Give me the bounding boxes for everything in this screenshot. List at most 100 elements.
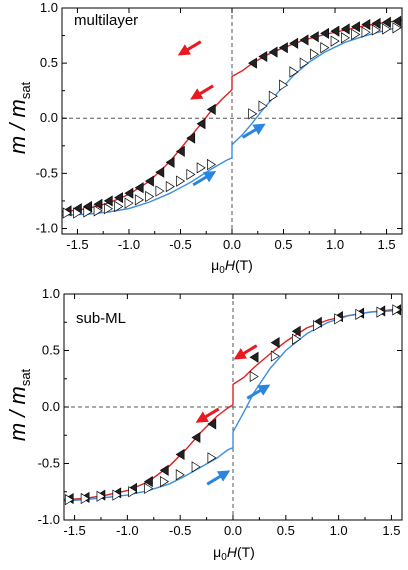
x-tick-label: 1.0 xyxy=(330,523,348,538)
ascending-data-point xyxy=(104,203,114,215)
descending-data-point xyxy=(159,464,169,476)
descending-data-point xyxy=(258,50,268,63)
x-tick-label: -0.5 xyxy=(169,237,191,252)
panel-multilayer: -1.5 -1.0 -0.5 0.0 0.5 1.0 1.5 -1.0 -0.5 0.0 0.5 1.… xyxy=(5,0,403,276)
descending-data-point xyxy=(114,192,123,204)
ascending-data-point xyxy=(299,57,309,69)
descending-data-point xyxy=(83,200,93,212)
x-tick-label: 1.5 xyxy=(378,237,396,252)
x-axis-label: μ0H(T) xyxy=(211,257,253,276)
ascending-data-point xyxy=(207,158,217,171)
panel-label: multilayer xyxy=(74,12,138,29)
x-axis-label-sub: 0 xyxy=(219,265,225,276)
descending-data-point xyxy=(206,103,216,115)
descending-data-point xyxy=(351,21,360,33)
x-axis-label-prefix: μ xyxy=(211,257,219,273)
direction-arrows xyxy=(177,40,266,187)
descending-data-point xyxy=(124,187,134,199)
x-tick-label: 0.5 xyxy=(274,237,292,252)
descending-data-point xyxy=(248,57,257,69)
ascending-data-point xyxy=(382,23,392,35)
ascending-data-point xyxy=(175,469,185,481)
ascending-data-point xyxy=(112,489,122,501)
y-axis-label-main: m / m xyxy=(5,386,30,441)
y-tick-label: 0.0 xyxy=(42,399,60,414)
descending-data-point xyxy=(207,418,217,430)
direction-arrow xyxy=(177,40,202,56)
ascending-data-point xyxy=(371,24,381,36)
ascending-data-point xyxy=(292,333,302,345)
dashed-guides xyxy=(64,294,402,520)
ascending-data-point xyxy=(134,194,144,206)
x-tick-label: -1.0 xyxy=(116,523,138,538)
ascending-data-point xyxy=(128,486,138,498)
descending-data-point xyxy=(175,448,185,461)
descending-data-point xyxy=(175,145,185,157)
ascending-data-point xyxy=(289,66,299,78)
descending-data-point xyxy=(145,175,154,187)
ascending-data-point xyxy=(191,461,201,473)
ascending-data-point xyxy=(340,32,350,44)
ascending-data-point xyxy=(320,42,330,54)
descending-data-point xyxy=(134,182,144,194)
x-axis-label-unit: (T) xyxy=(237,544,255,560)
x-axis-label-sub: 0 xyxy=(221,552,227,563)
ascending-data-point xyxy=(83,206,93,218)
y-tick-label: 1.0 xyxy=(40,0,58,15)
ascending-data-point xyxy=(73,207,83,219)
y-tick-label: -1.0 xyxy=(38,512,60,527)
direction-arrow xyxy=(246,384,271,400)
x-axis-label-var: H xyxy=(225,257,236,273)
descending-data-point xyxy=(299,34,309,46)
ascending-data-point xyxy=(355,308,365,320)
ascending-data-point xyxy=(186,168,196,181)
direction-arrow xyxy=(192,171,217,187)
ascending-data-point xyxy=(165,180,175,193)
ascending-data-point xyxy=(258,100,268,112)
x-axis-label-var: H xyxy=(227,544,238,560)
marker-series xyxy=(64,304,402,506)
descending-data-point xyxy=(103,195,113,207)
descending-data-point xyxy=(330,25,340,37)
y-tick-label: 0.5 xyxy=(40,55,58,70)
panel-sub-ml: -1.5 -1.0 -0.5 0.0 0.5 1.0 1.5-1.0-0.50.00.51.… xyxy=(5,286,403,563)
descending-data-point xyxy=(340,23,350,35)
ascending-data-point xyxy=(176,175,186,187)
y-axis-label: m / msat xyxy=(5,368,33,441)
x-axis-label: μ0H(T) xyxy=(213,544,255,563)
ascending-data-point xyxy=(279,79,289,91)
axis-ticks: -1.5 -1.0 -0.5 0.0 0.5 1.0 1.5-1.0-0.50.00.51.… xyxy=(36,0,402,252)
descending-data-point xyxy=(278,42,288,54)
descending-data-point xyxy=(93,198,103,210)
x-tick-label: 0.0 xyxy=(223,237,241,252)
ascending-data-point xyxy=(249,370,259,383)
descending-data-point xyxy=(268,46,278,58)
descending-data-point xyxy=(381,16,391,28)
ascending-data-point xyxy=(376,306,386,318)
descending-data-point xyxy=(191,431,201,444)
y-axis-label-sub: sat xyxy=(18,81,33,99)
ascending-data-point xyxy=(96,490,106,502)
ascending-data-point xyxy=(144,482,154,494)
ascending-data-point xyxy=(114,200,124,213)
descending-data-point xyxy=(309,31,319,43)
ascending-data-point xyxy=(330,35,340,47)
direction-arrow xyxy=(195,407,220,423)
x-tick-label: 1.0 xyxy=(326,237,344,252)
y-axis-label: m / msat xyxy=(5,81,33,154)
axis-ticks: -1.5 -1.0 -0.5 0.0 0.5 1.0 1.5-1.0-0.50.00.51.… xyxy=(38,286,402,538)
ascending-data-point xyxy=(351,28,361,41)
y-tick-label: 1.0 xyxy=(42,286,60,301)
direction-arrow xyxy=(241,123,266,139)
ascending-data-point xyxy=(268,90,278,102)
ascending-data-point xyxy=(392,304,402,316)
x-tick-label: -1.0 xyxy=(118,237,140,252)
y-tick-label: 0.0 xyxy=(40,110,58,125)
descending-data-point xyxy=(291,325,301,337)
y-axis-label-sub: sat xyxy=(18,368,33,386)
y-tick-label: -0.5 xyxy=(36,165,58,180)
descending-data-point xyxy=(270,337,280,349)
direction-arrow xyxy=(206,470,231,486)
descending-data-point xyxy=(392,15,402,27)
ascending-data-point xyxy=(310,48,320,60)
